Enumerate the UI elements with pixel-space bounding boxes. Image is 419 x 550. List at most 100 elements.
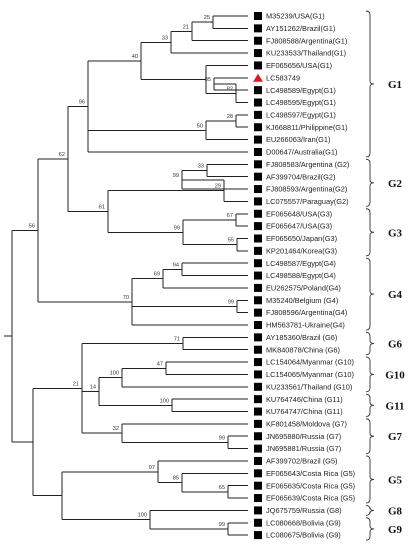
taxon-label: KP201464/Korea(G3) [266,246,337,255]
reference-square-marker [254,271,262,280]
bootstrap-value: 94 [173,262,179,268]
bootstrap-value: 99 [174,225,180,231]
group-brace [365,10,375,158]
reference-square-marker [254,259,262,268]
taxon-label: EF065656/USA(G1) [266,61,332,70]
bootstrap-value: 33 [162,35,168,41]
taxon-label: JN695881/Russia (G7) [266,444,341,453]
group-brace [365,356,375,393]
bootstrap-value: 100 [160,398,169,404]
group-brace [365,257,375,331]
reference-square-marker [254,222,262,231]
taxon-label: LC498587/Egypt(G4) [266,259,336,268]
taxon-label: AF399704/Brazil(G2) [266,172,335,181]
bootstrap-value: 70 [123,295,129,301]
bootstrap-value: 32 [113,426,119,432]
reference-square-marker [254,506,262,515]
genotype-group-label: G9 [388,524,403,536]
bootstrap-value: 56 [29,223,35,229]
reference-square-marker [254,234,262,243]
taxon-label: M35239/USA(G1) [266,12,325,21]
taxon-label: KJ668811/Philippine(G1) [266,123,348,132]
taxon-label: KU233533/Thailand(G1) [266,49,346,58]
genotype-group-label: G10 [385,369,405,381]
taxon-label: EU266063/Iran(G1) [266,135,331,144]
reference-square-marker [254,49,262,58]
reference-square-marker [254,358,262,367]
group-brace [365,504,375,516]
taxon-label: FJ808593/Argentina(G2) [266,185,347,194]
reference-square-marker [254,419,262,428]
reference-square-marker [254,36,262,45]
taxon-label: FJ808588/Argentina(G1) [266,36,347,45]
reference-square-marker [254,283,262,292]
taxon-label: M35240/Belgium (G4) [266,296,338,305]
taxon-label: KU764747/China (G11) [266,407,343,416]
reference-square-marker [254,12,262,20]
taxon-label: KU764746/China (G11) [266,395,343,404]
bootstrap-value: 47 [157,361,163,367]
reference-square-marker [254,444,262,453]
reference-square-marker [254,469,262,478]
bootstrap-value: 97 [149,465,155,471]
bootstrap-value: 67 [227,213,233,219]
taxon-label: LC583749 [266,73,300,82]
bootstrap-value: 100 [138,513,147,519]
bootstrap-value: 99 [219,435,225,441]
group-brace [365,393,375,417]
genotype-group-label: G2 [388,178,403,190]
taxon-label: FJ808583/Argentina (G2) [266,160,349,169]
taxon-label: AY185360/Brazil (G6) [266,333,337,342]
reference-square-marker [254,333,262,342]
bootstrap-value: 14 [90,384,96,390]
taxon-label: EF065650/Japan(G3) [266,234,337,243]
genotype-group-label: G5 [388,475,403,487]
reference-square-marker [254,123,262,132]
bootstrap-value: 33 [198,164,204,170]
taxon-label: JN695880/Russia (G7) [266,432,341,441]
reference-square-marker [254,147,262,156]
reference-square-marker [254,531,262,540]
reference-square-marker [254,160,262,169]
taxon-label: LC498597/Egypt(G1) [266,110,336,119]
bootstrap-value: 25 [204,15,210,21]
taxon-label: EF065647/USA(G3) [266,222,332,231]
reference-square-marker [254,308,262,317]
group-brace [365,208,375,257]
genotype-group-label: G1 [388,79,402,91]
reference-square-marker [254,345,262,354]
taxon-label: LC498595/Egypt(G1) [266,98,336,107]
reference-square-marker [254,321,262,329]
reference-square-marker [254,135,262,144]
taxon-label: MK840878/China (G6) [266,345,340,354]
genotype-group-label: G8 [388,505,403,517]
reference-square-marker [254,86,262,95]
taxon-label: LC154064/Myanmar (G10) [266,358,354,367]
reference-square-marker [254,172,262,181]
reference-square-marker [254,456,262,465]
bootstrap-value: 85 [205,77,211,83]
taxon-label: LC498589/Egypt(G1) [266,86,336,95]
bootstrap-value: 21 [183,24,189,30]
bootstrap-value: 62 [59,152,65,158]
reference-square-marker [254,197,262,206]
taxon-label: EF065639/Costa Rica (G5) [266,494,355,503]
bootstrap-value: 82 [227,86,233,92]
taxon-label: HM563781-Ukraine(G4) [266,321,345,330]
reference-square-marker [254,185,262,194]
reference-square-marker [254,407,262,416]
bootstrap-value: 55 [228,238,234,244]
bootstrap-value: 21 [73,381,79,387]
reference-square-marker [254,246,262,255]
taxon-label: KU233561/Thailand (G10) [266,382,352,391]
genotype-group-label: G11 [386,400,405,412]
taxon-label: LC080668/Bolivia (G9) [266,518,341,527]
bootstrap-value: 61 [99,204,105,210]
taxon-label: LC498588/Egypt(G4) [266,271,336,280]
reference-square-marker [254,209,262,218]
group-brace [365,517,375,541]
genotype-group-label: G6 [388,339,403,351]
taxon-label: LC080675/Bolivia (G9) [266,531,341,540]
reference-square-marker [254,110,262,119]
